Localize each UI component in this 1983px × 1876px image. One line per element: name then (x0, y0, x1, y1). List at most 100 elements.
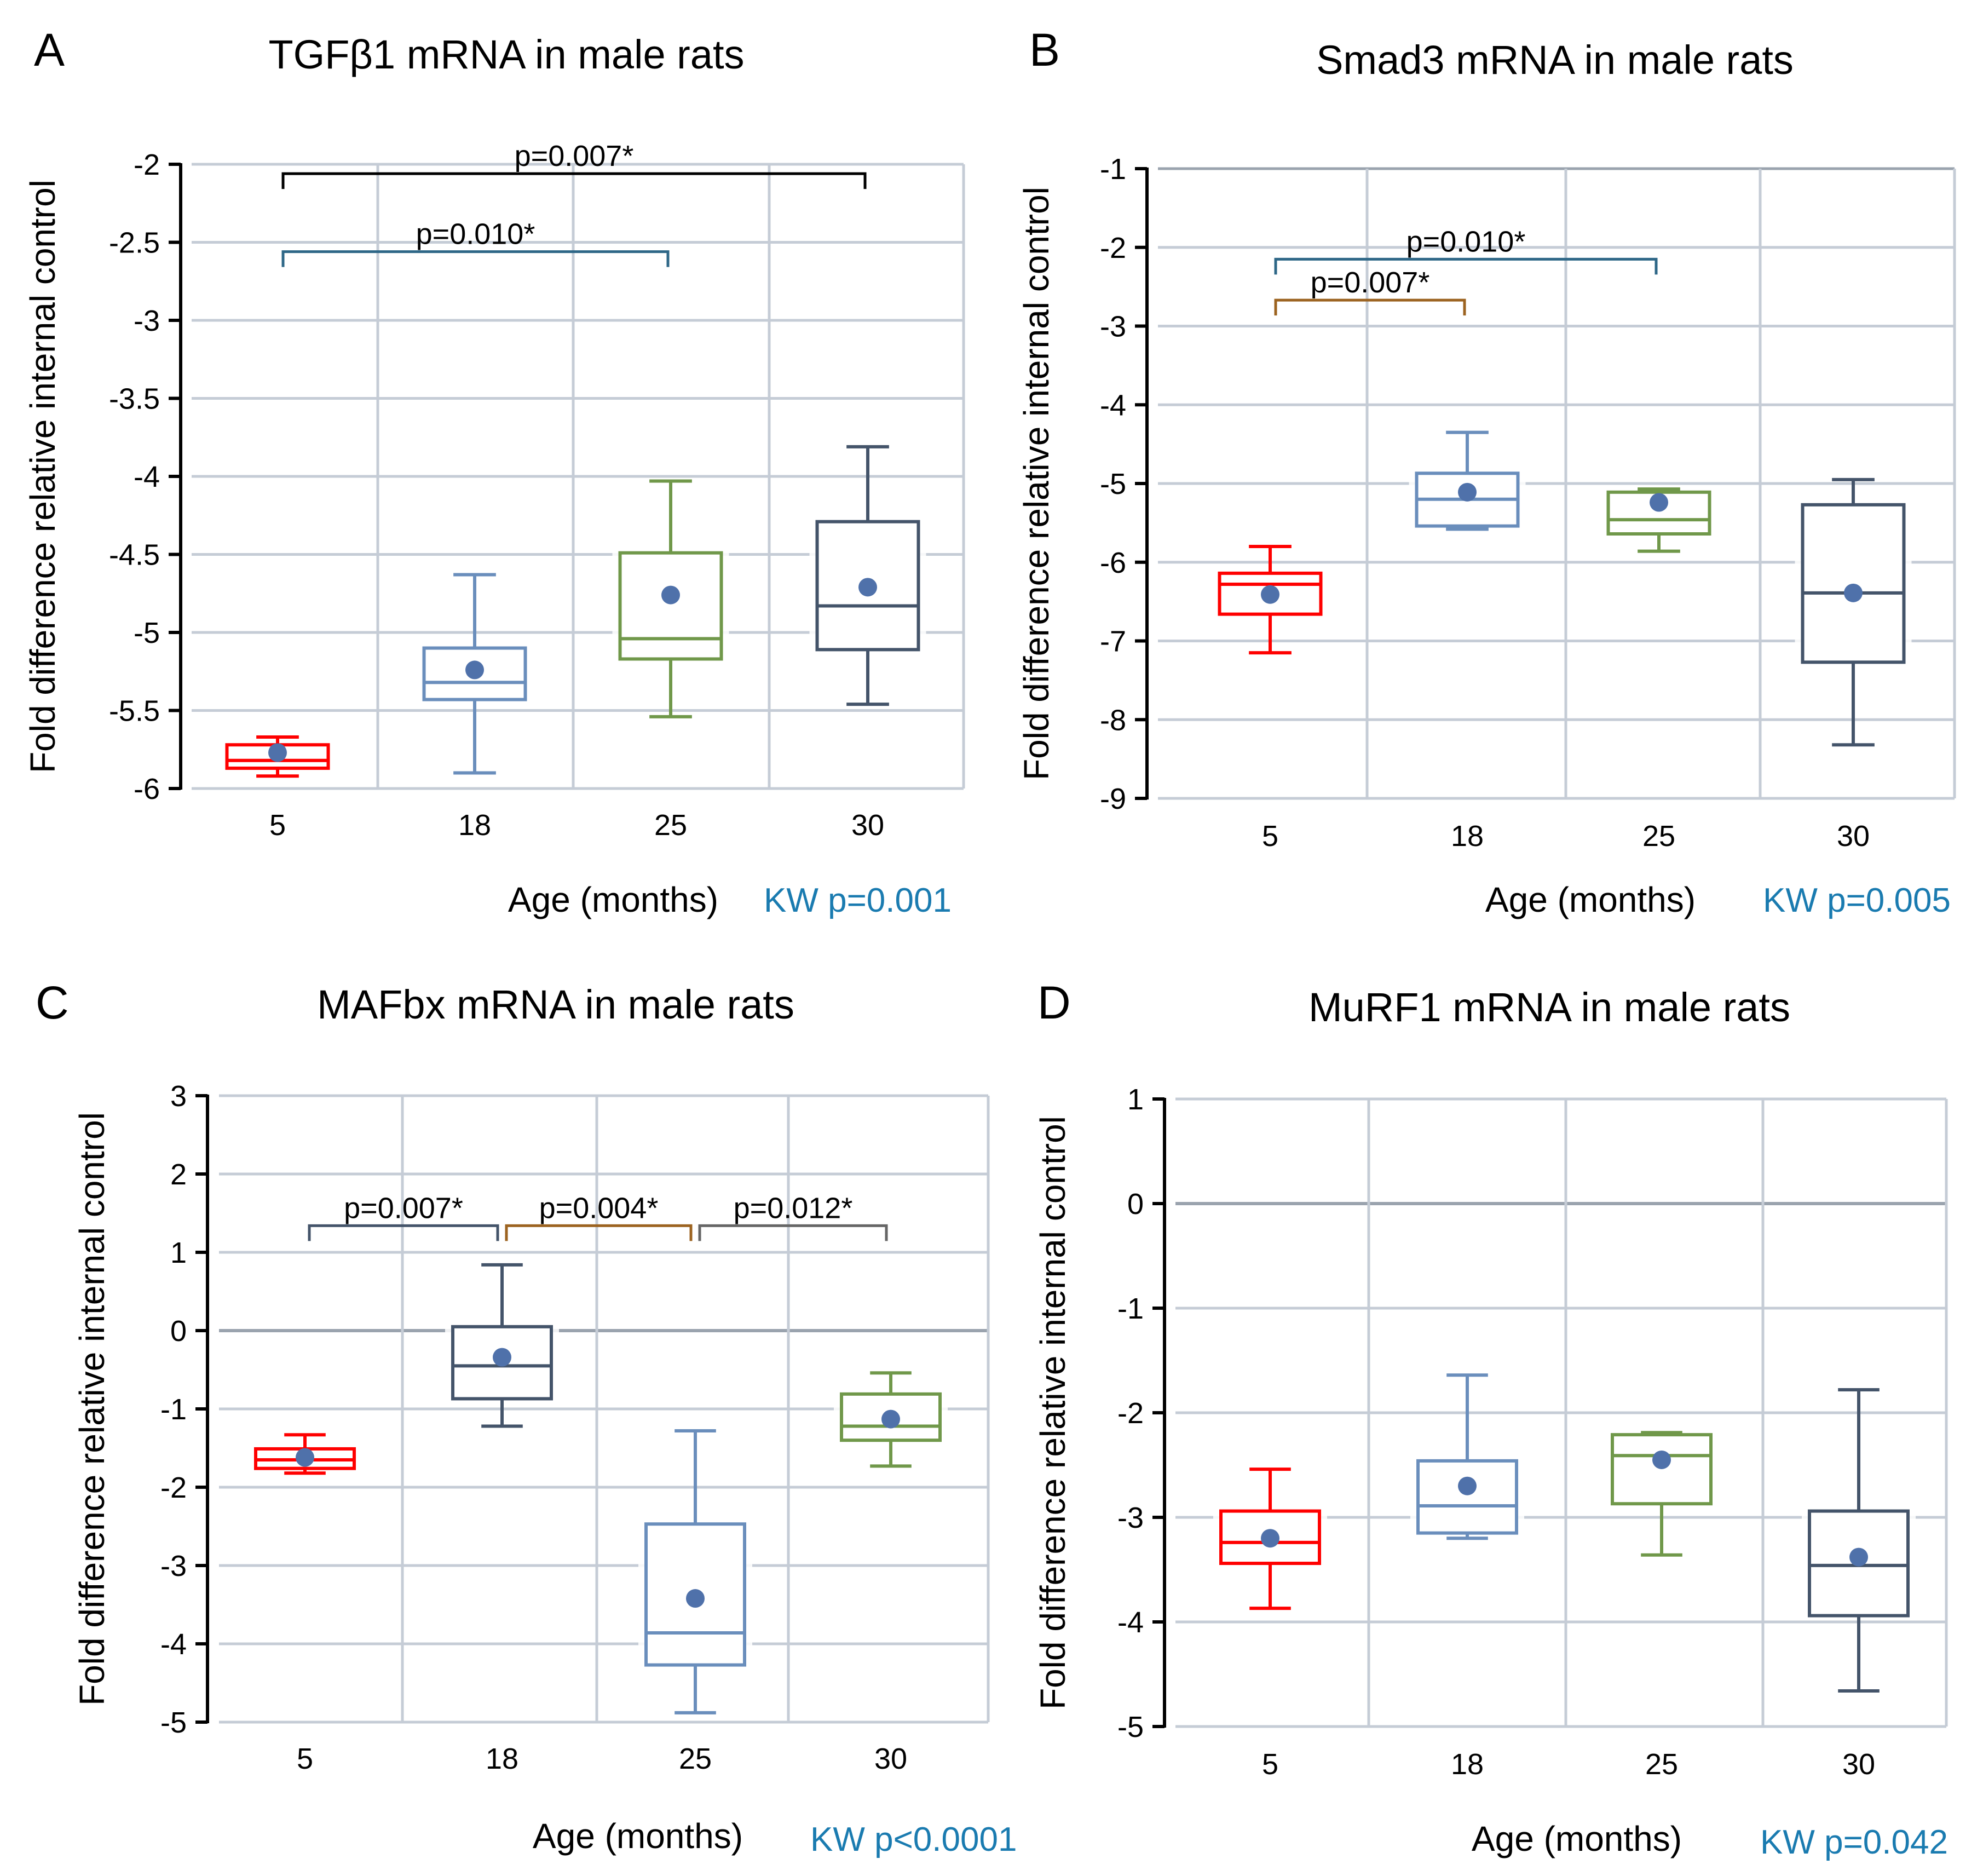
box-30 (834, 1371, 948, 1468)
box-iqr (1416, 1459, 1518, 1535)
panel-c: C MAFbx mRNA in male rats 3 2 1 0 -1 -2 -3 -4 -5 Fo… (36, 977, 1017, 1858)
x-tick-label: 18 (486, 1742, 518, 1775)
mean-marker (296, 1448, 314, 1467)
y-tick-label: -3 (134, 304, 160, 337)
mean-marker (881, 1409, 900, 1429)
y-tick-label: -9 (1100, 782, 1126, 815)
x-tick-label: 18 (458, 809, 491, 842)
chart-title: Smad3 mRNA in male rats (1316, 37, 1794, 83)
mean-marker (1844, 583, 1863, 602)
box-18 (445, 1263, 559, 1428)
box-18 (1409, 430, 1526, 531)
chart-title: TGFβ1 mRNA in male rats (268, 32, 744, 77)
y-tick-label: -3 (1117, 1501, 1144, 1534)
y-tick-label: 0 (1127, 1188, 1144, 1221)
y-tick-label: -3 (160, 1550, 187, 1582)
y-tick-label: -2 (160, 1471, 187, 1504)
kruskal-wallis-label: KW p=0.005 (1763, 882, 1951, 919)
bracket-line (1274, 298, 1466, 316)
box-5 (248, 1433, 362, 1475)
comparison-bracket: p=0.010* (281, 218, 670, 267)
bracket-line (505, 1224, 693, 1241)
y-tick-label: -5 (160, 1706, 187, 1739)
mean-marker (493, 1348, 511, 1367)
box-iqr (618, 551, 723, 661)
box-5 (1212, 545, 1329, 655)
y-tick-label: -8 (1100, 704, 1126, 736)
x-axis-title: Age (months) (508, 880, 718, 919)
comparison-bracket: p=0.007* (1274, 266, 1466, 316)
p-value-label: p=0.004* (539, 1192, 659, 1224)
y-tick-label: -1 (160, 1393, 187, 1426)
comparison-bracket: p=0.007* (308, 1192, 499, 1241)
mean-marker (268, 743, 287, 762)
x-tick-label: 30 (851, 809, 884, 842)
box-18 (1410, 1373, 1524, 1540)
mean-marker (1650, 493, 1668, 512)
p-value-label: p=0.007* (515, 140, 634, 172)
y-tick-label: -4 (134, 461, 160, 493)
y-tick-label: -5 (1117, 1711, 1144, 1743)
x-tick-label: 25 (1645, 1748, 1678, 1781)
y-tick-label: 2 (170, 1158, 187, 1191)
box-30 (1802, 1388, 1916, 1693)
y-axis-title: Fold difference relative internal contro… (1033, 1116, 1073, 1710)
bracket-line (698, 1224, 888, 1241)
y-tick-label: -5.5 (109, 695, 160, 728)
x-tick-label: 30 (874, 1742, 907, 1775)
kruskal-wallis-label: KW p=0.001 (764, 882, 952, 919)
comparison-bracket: p=0.012* (698, 1192, 888, 1241)
y-tick-label: -4.5 (109, 539, 160, 572)
box-iqr (1611, 1433, 1713, 1506)
p-value-label: p=0.007* (1311, 266, 1430, 299)
box-5 (1213, 1468, 1327, 1610)
box-5 (219, 735, 336, 778)
bracket-line (281, 172, 867, 189)
p-value-label: p=0.012* (734, 1192, 853, 1224)
box-18 (416, 573, 533, 775)
x-axis-title: Age (months) (533, 1816, 743, 1856)
x-tick-label: 25 (654, 809, 687, 842)
kruskal-wallis-label: KW p=0.042 (1760, 1823, 1948, 1861)
x-tick-label: 25 (679, 1742, 712, 1775)
p-value-label: p=0.010* (1406, 225, 1526, 258)
panel-a: A TGFβ1 mRNA in male rats -2 -2.5 -3 -3.5 -4 -4… (23, 24, 965, 919)
y-tick-label: -1 (1117, 1292, 1144, 1325)
y-tick-label: -2 (1117, 1397, 1144, 1430)
mean-marker (686, 1589, 705, 1608)
mean-marker (858, 578, 877, 597)
y-tick-label: -7 (1100, 625, 1126, 658)
mean-marker (1458, 1476, 1477, 1495)
x-tick-label: 5 (1262, 820, 1278, 853)
y-tick-label: -2 (1100, 232, 1126, 264)
y-axis-title: Fold difference relative internal contro… (23, 180, 62, 773)
box-25 (1600, 487, 1717, 553)
bracket-line (281, 250, 670, 267)
panel-b: B Smad3 mRNA in male rats -1 -2 -3 -4 -5 -6 -7 -8… (1017, 24, 1956, 919)
x-tick-label: 5 (297, 1742, 313, 1775)
y-tick-label: -3.5 (109, 383, 160, 416)
x-axis-title: Age (months) (1485, 880, 1696, 919)
y-tick-label: -2 (134, 148, 160, 181)
mean-marker (1261, 585, 1279, 604)
x-tick-label: 30 (1837, 820, 1870, 853)
y-tick-label: -4 (160, 1628, 187, 1661)
y-tick-label: 0 (170, 1315, 187, 1348)
mean-marker (465, 660, 484, 680)
y-tick-label: -2.5 (109, 227, 160, 260)
y-tick-label: -3 (1100, 310, 1126, 343)
mean-marker (1261, 1529, 1279, 1548)
box-25 (1605, 1431, 1719, 1557)
kruskal-wallis-label: KW p<0.0001 (810, 1821, 1017, 1858)
x-axis-title: Age (months) (1472, 1819, 1682, 1858)
y-tick-label: -4 (1117, 1606, 1144, 1639)
y-tick-label: 3 (170, 1080, 187, 1113)
box-25 (638, 1429, 752, 1714)
panel-letter: D (1037, 977, 1071, 1028)
y-axis-title: Fold difference relative internal contro… (1017, 187, 1056, 780)
comparison-bracket: p=0.007* (281, 140, 867, 189)
y-tick-label: -1 (1100, 153, 1126, 186)
y-tick-label: 1 (170, 1236, 187, 1269)
bracket-line (1274, 257, 1658, 275)
